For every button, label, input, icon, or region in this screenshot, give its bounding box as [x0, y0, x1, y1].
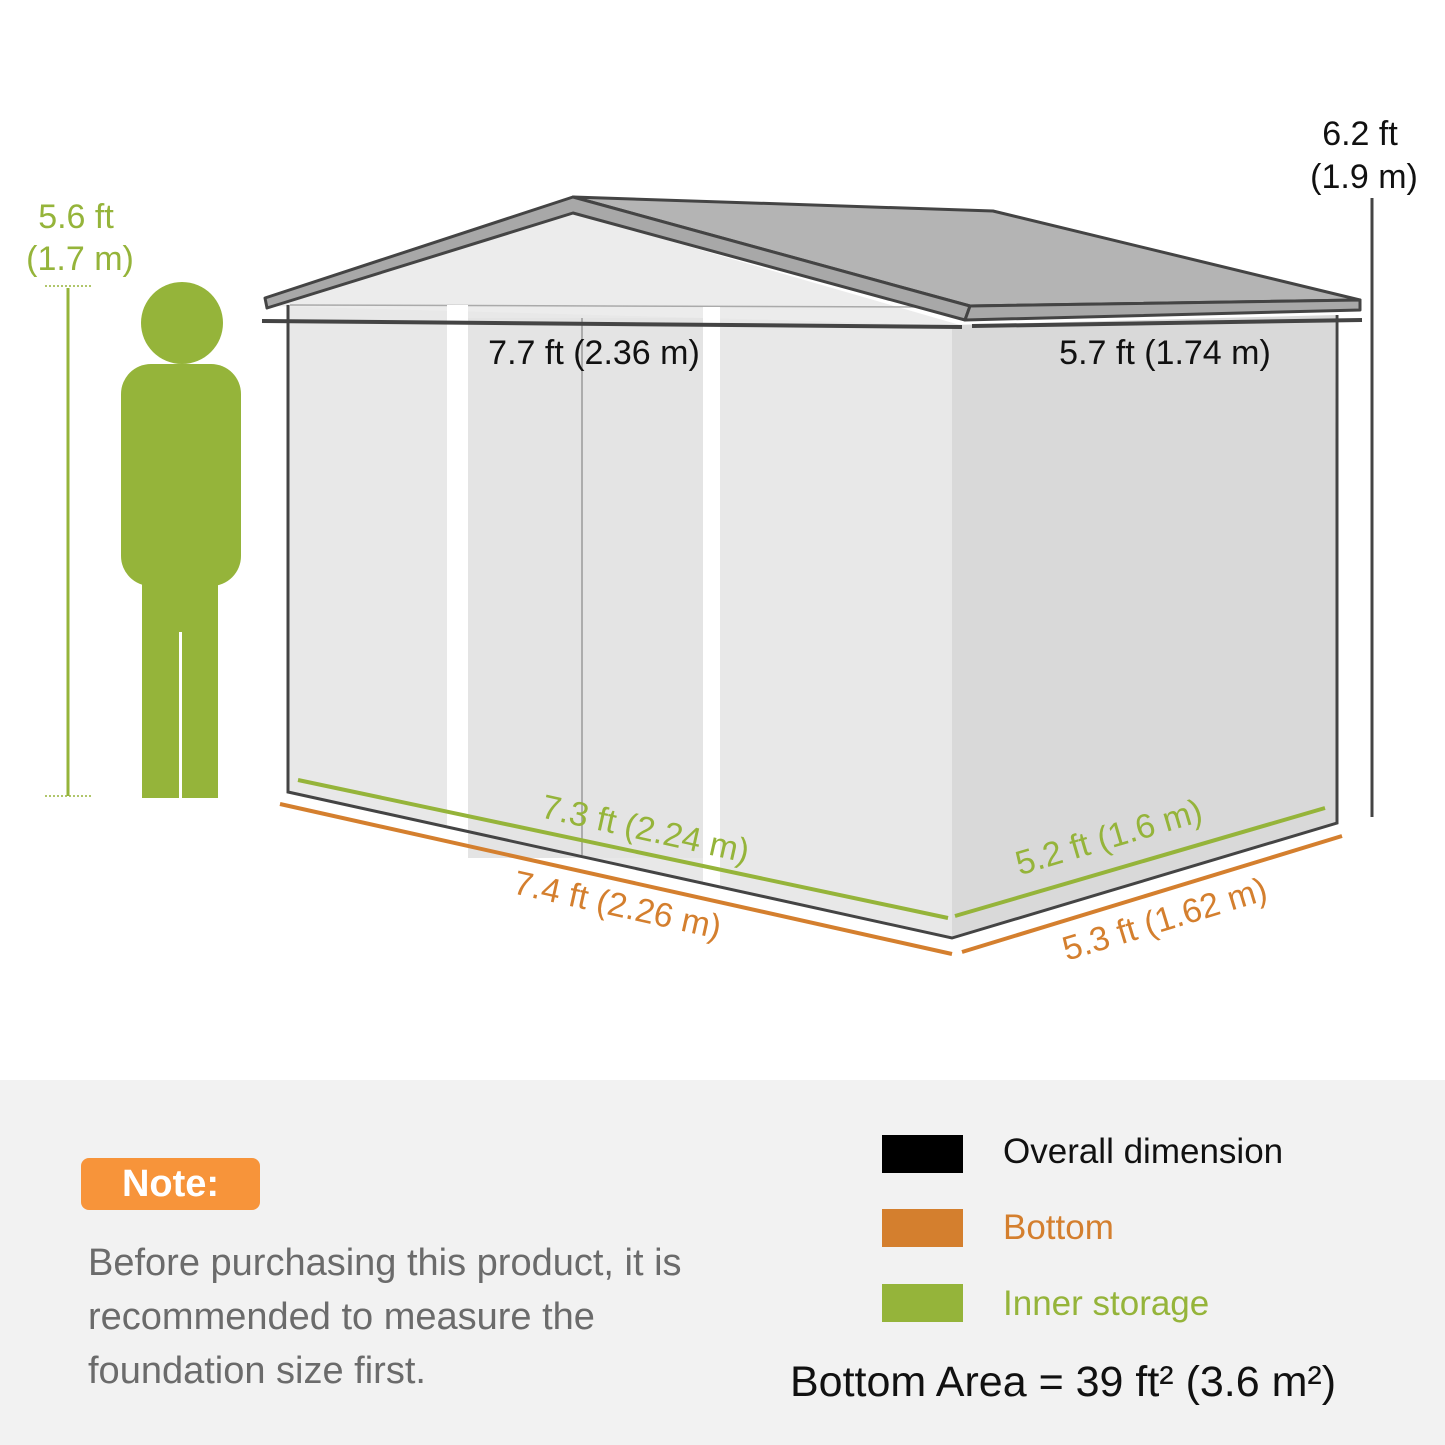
person-height-m: (1.7 m) — [26, 240, 134, 278]
legend-swatch-overall — [882, 1135, 963, 1173]
shed-height-m: (1.9 m) — [1310, 158, 1418, 196]
person-silhouette — [121, 282, 241, 798]
note-badge: Note: — [81, 1158, 260, 1210]
shed-height-ft: 6.2 ft — [1322, 115, 1398, 153]
person-height-line — [45, 285, 92, 797]
shed — [263, 195, 1362, 940]
bottom-area: Bottom Area = 39 ft² (3.6 m²) — [790, 1358, 1337, 1406]
info-panel — [0, 1080, 1445, 1445]
legend-label-inner: Inner storage — [1003, 1284, 1210, 1323]
person-height-ft: 5.6 ft — [38, 198, 114, 236]
note-text: Before purchasing this product, it is re… — [88, 1242, 682, 1392]
shed-diagram: 5.6 ft (1.7 m) 6.2 ft (1.9 m) 7.7 ft (2.… — [26, 115, 1418, 969]
legend-label-bottom: Bottom — [1003, 1208, 1114, 1247]
legend-swatch-inner — [882, 1284, 963, 1322]
overall-width-label: 7.7 ft (2.36 m) — [488, 334, 700, 372]
overall-depth-label: 5.7 ft (1.74 m) — [1059, 334, 1271, 372]
bottom-dimension-lines — [279, 802, 1343, 956]
inner-dimension-lines — [297, 778, 1326, 920]
overall-dimension-lines — [261, 198, 1374, 817]
legend-label-overall: Overall dimension — [1003, 1132, 1284, 1171]
legend-swatch-bottom — [882, 1209, 963, 1247]
